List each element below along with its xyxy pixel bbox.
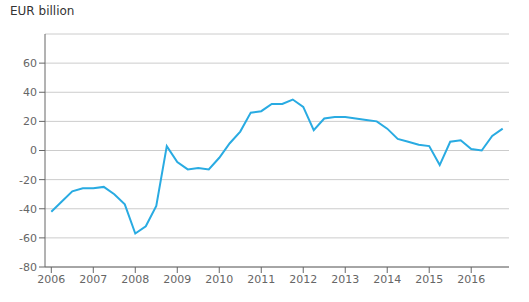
svg-text:2009: 2009 — [163, 273, 191, 286]
svg-text:2014: 2014 — [373, 273, 401, 286]
svg-text:2010: 2010 — [205, 273, 233, 286]
svg-text:40: 40 — [23, 86, 37, 99]
svg-text:2013: 2013 — [331, 273, 359, 286]
svg-text:-60: -60 — [19, 232, 37, 245]
svg-text:2006: 2006 — [37, 273, 65, 286]
html-text:EUR billion: EUR billion — [10, 4, 75, 18]
svg-text:2012: 2012 — [289, 273, 317, 286]
svg-text:2016: 2016 — [457, 273, 485, 286]
svg-text:2007: 2007 — [79, 273, 107, 286]
svg-text:2011: 2011 — [247, 273, 275, 286]
svg-text:-40: -40 — [19, 203, 37, 216]
svg-text:-20: -20 — [19, 174, 37, 187]
svg-text:20: 20 — [23, 115, 37, 128]
svg-text:2015: 2015 — [415, 273, 443, 286]
svg-text:60: 60 — [23, 57, 37, 70]
svg-text:2008: 2008 — [121, 273, 149, 286]
svg-text:0: 0 — [30, 144, 37, 157]
svg-text:-80: -80 — [19, 261, 37, 274]
